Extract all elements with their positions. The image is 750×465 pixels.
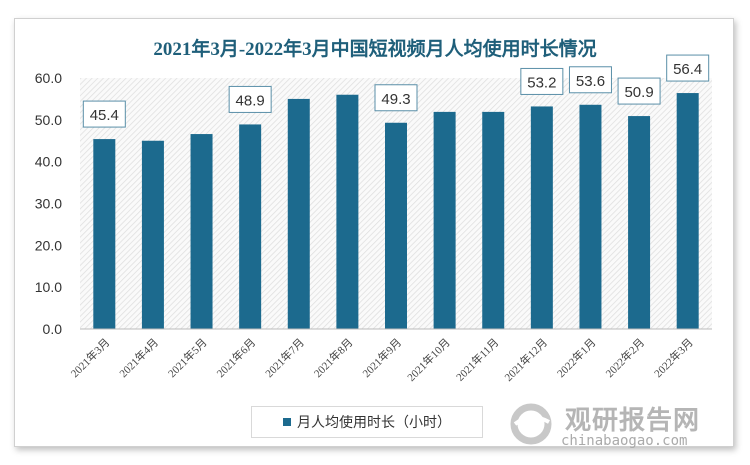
bar <box>579 104 602 329</box>
y-tick-label: 40.0 <box>35 154 62 170</box>
y-tick-label: 10.0 <box>35 279 62 295</box>
x-tick-label: 2021年7月 <box>262 335 307 380</box>
data-label-box <box>374 84 418 112</box>
y-tick-label: 20.0 <box>35 237 62 253</box>
legend: 月人均使用时长（小时） <box>251 406 483 438</box>
bar <box>628 116 651 330</box>
bar <box>433 111 456 329</box>
bar <box>676 93 699 329</box>
data-label-box <box>568 66 612 94</box>
data-label: 45.4 <box>90 107 119 124</box>
bar <box>336 94 359 329</box>
bar <box>239 124 262 329</box>
x-tick-label: 2021年12月 <box>501 335 550 384</box>
x-tick-label: 2022年1月 <box>554 335 599 380</box>
x-tick-label: 2021年10月 <box>404 335 453 384</box>
x-tick-label: 2021年8月 <box>311 335 356 380</box>
x-tick-label: 2021年11月 <box>453 335 502 384</box>
data-label-box <box>82 100 126 128</box>
data-label: 53.2 <box>527 74 556 91</box>
bar <box>385 122 407 330</box>
x-tick-label: 2021年4月 <box>116 335 161 380</box>
x-tick-label: 2022年3月 <box>651 335 696 380</box>
data-label-box <box>617 77 661 105</box>
x-tick-label: 2021年5月 <box>165 335 210 380</box>
legend-label: 月人均使用时长（小时） <box>297 415 451 431</box>
watermark-cn: 观研报告网 <box>565 406 701 436</box>
data-label-box <box>666 54 710 82</box>
data-label: 50.9 <box>624 84 653 101</box>
bar <box>530 106 553 330</box>
x-tick-label: 2021年9月 <box>359 335 404 380</box>
data-label: 53.6 <box>576 73 605 90</box>
chart-title: 2021年3月-2022年3月中国短视频月人均使用时长情况 <box>153 39 597 60</box>
y-tick-label: 0.0 <box>43 321 63 337</box>
y-tick-label: 60.0 <box>35 70 62 86</box>
data-label-box <box>228 85 272 113</box>
y-tick-label: 50.0 <box>35 112 62 128</box>
bar <box>287 98 310 330</box>
data-label: 49.3 <box>381 91 410 108</box>
bar <box>93 139 116 329</box>
y-tick-label: 30.0 <box>35 196 62 212</box>
bar <box>141 140 164 329</box>
data-label: 56.4 <box>673 61 702 78</box>
x-tick-label: 2021年3月 <box>68 335 113 380</box>
watermark-en: chinabaogao.com <box>561 433 688 449</box>
x-tick-label: 2022年2月 <box>602 335 647 380</box>
logo-swirl-icon <box>510 403 552 445</box>
data-label: 48.9 <box>236 92 265 109</box>
x-tick-label: 2021年6月 <box>213 335 258 380</box>
bar <box>482 111 505 329</box>
bar <box>190 134 213 329</box>
data-label-box <box>520 67 564 95</box>
legend-swatch <box>283 418 291 426</box>
